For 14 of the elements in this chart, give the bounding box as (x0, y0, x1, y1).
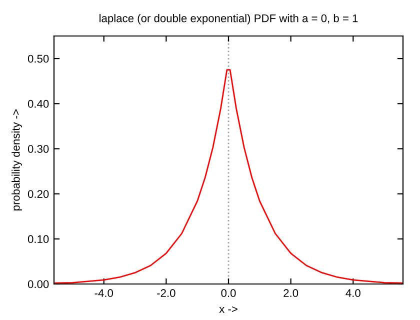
y-tick-label: 0.30 (28, 144, 49, 153)
y-tick-label: 0.50 (28, 54, 49, 63)
x-tick-label: 0.0 (221, 289, 236, 298)
y-tick-label: 0.10 (28, 235, 49, 244)
y-tick-label: 0.40 (28, 100, 49, 108)
x-tick-label: -4.0 (94, 289, 113, 298)
y-tick-label: 0.20 (28, 190, 49, 198)
y-tick-label: 0.00 (28, 280, 49, 288)
chart-title: laplace (or double exponential) PDF with a = 0, b = 1 (100, 14, 358, 24)
x-tick-label: -2.0 (157, 289, 176, 298)
x-tick-label: 4.0 (346, 289, 360, 298)
x-tick-label: 2.0 (284, 289, 298, 298)
y-axis-title: probability density -> (12, 109, 22, 210)
x-axis-title: x -> (219, 306, 238, 313)
